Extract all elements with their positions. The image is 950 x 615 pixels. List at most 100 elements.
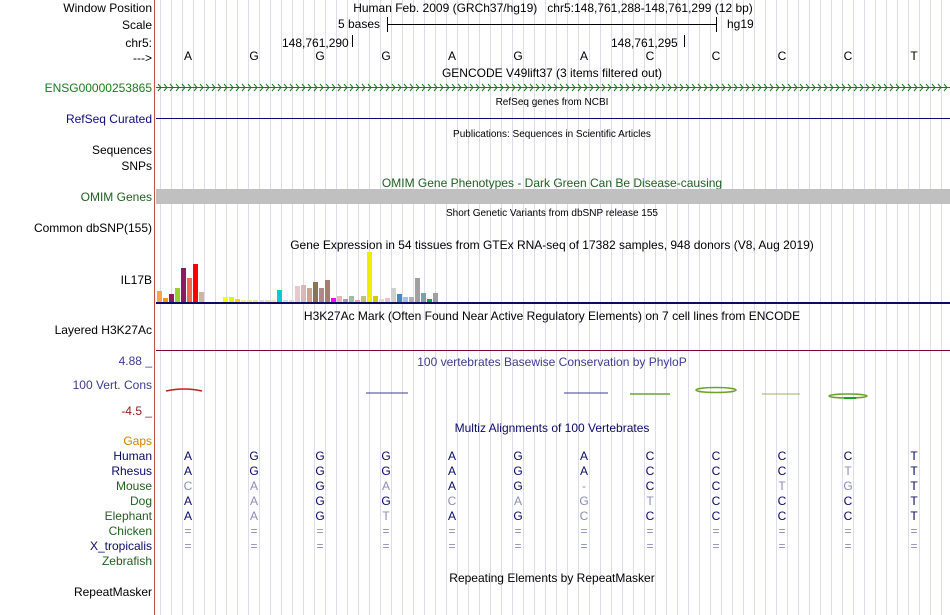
gtex-tissue-bar[interactable] (427, 299, 432, 302)
gtex-tissue-bar[interactable] (397, 294, 402, 302)
phylop-track-title[interactable]: 100 vertebrates Basewise Conservation by… (417, 355, 687, 369)
gtex-tissue-bar[interactable] (421, 293, 426, 302)
gencode-gene-line[interactable] (156, 81, 950, 94)
gtex-tissue-bar[interactable] (403, 297, 408, 302)
aligned-base: G (579, 494, 589, 508)
gtex-tissue-bar[interactable] (289, 300, 294, 302)
gtex-tissue-bar[interactable] (223, 297, 228, 302)
aligned-base: T (844, 464, 852, 478)
multiz-gaps-label[interactable]: Gaps (123, 434, 152, 448)
gtex-tissue-bar[interactable] (331, 298, 336, 302)
gtex-tissue-bar[interactable] (313, 282, 318, 302)
omim-track-title[interactable]: OMIM Gene Phenotypes - Dark Green Can Be… (381, 176, 723, 190)
phylop-min-label: -4.5 _ (121, 404, 152, 418)
aligned-base: A (447, 449, 457, 463)
gtex-tissue-bar[interactable] (229, 297, 234, 302)
gencode-track-title[interactable]: GENCODE V49lift37 (3 items filtered out) (441, 66, 663, 80)
gtex-tissue-bar[interactable] (253, 300, 258, 302)
refseq-gene-line[interactable] (156, 118, 950, 119)
aligned-base: = (580, 524, 588, 538)
gtex-tissue-bar[interactable] (409, 297, 414, 302)
gtex-tissue-bar[interactable] (175, 288, 180, 302)
aligned-base: = (646, 524, 654, 538)
dbsnp-track-label[interactable]: Common dbSNP(155) (33, 221, 152, 235)
gtex-tissue-bar[interactable] (301, 285, 306, 302)
species-label[interactable]: Mouse (115, 479, 152, 493)
aligned-base: C (843, 494, 853, 508)
gtex-tissue-bar[interactable] (277, 290, 282, 302)
species-label[interactable]: Chicken (108, 524, 152, 538)
repeatmasker-track-title[interactable]: Repeating Elements by RepeatMasker (449, 571, 655, 585)
gtex-tissue-bar[interactable] (355, 300, 360, 302)
gencode-track-label[interactable]: ENSG00000253865 (44, 81, 152, 95)
species-label[interactable]: Elephant (104, 509, 152, 523)
omim-feature-bar[interactable] (156, 189, 950, 204)
aligned-base: - (582, 479, 586, 493)
gtex-tissue-bar[interactable] (163, 298, 168, 302)
repeatmasker-track-label[interactable]: RepeatMasker (73, 585, 152, 599)
aligned-base: = (382, 524, 390, 538)
refseq-track-title[interactable]: RefSeq genes from NCBI (495, 97, 609, 108)
aligned-base: = (844, 539, 852, 553)
gtex-tissue-bar[interactable] (187, 278, 192, 302)
gtex-tissue-bar[interactable] (415, 278, 420, 302)
omim-track-label[interactable]: OMIM Genes (80, 190, 152, 204)
gtex-tissue-bar[interactable] (265, 300, 270, 302)
strand-label: ---> (133, 51, 152, 65)
gtex-tissue-bar[interactable] (379, 299, 384, 302)
scale-bar (387, 17, 717, 32)
gtex-tissue-bar[interactable] (235, 299, 240, 302)
base-letter: C (711, 49, 721, 63)
gtex-track-title[interactable]: Gene Expression in 54 tissues from GTEx … (290, 238, 814, 252)
gtex-tissue-bar[interactable] (181, 268, 186, 302)
dbsnp-track-title[interactable]: Short Genetic Variants from dbSNP releas… (446, 208, 658, 219)
h3k27ac-baseline[interactable] (156, 350, 950, 351)
gtex-tissue-bar[interactable] (343, 299, 348, 302)
aligned-base: A (513, 494, 523, 508)
aligned-base: C (645, 464, 655, 478)
gtex-tissue-bar[interactable] (241, 300, 246, 302)
species-label[interactable]: Rhesus (111, 464, 152, 478)
refseq-track-label[interactable]: RefSeq Curated (65, 112, 152, 126)
gtex-tissue-bar[interactable] (157, 291, 162, 302)
gtex-gene-line[interactable] (156, 302, 950, 304)
gtex-tissue-bar[interactable] (373, 296, 378, 302)
gtex-tissue-bar[interactable] (361, 296, 366, 302)
gtex-tissue-bar[interactable] (349, 296, 354, 302)
publications-track-title[interactable]: Publications: Sequences in Scientific Ar… (453, 129, 651, 140)
gtex-tissue-bar[interactable] (385, 298, 390, 302)
gtex-tissue-bar[interactable] (247, 300, 252, 302)
gtex-tissue-bar[interactable] (433, 293, 438, 302)
gtex-tissue-bar[interactable] (337, 296, 342, 302)
gtex-tissue-bar[interactable] (295, 286, 300, 302)
phylop-signal[interactable] (156, 382, 950, 402)
h3k27ac-track-label[interactable]: Layered H3K27Ac (54, 323, 152, 337)
species-label[interactable]: Human (113, 449, 152, 463)
gtex-tissue-bar[interactable] (307, 288, 312, 302)
gtex-tissue-bar[interactable] (319, 288, 324, 302)
snps-track-label[interactable]: SNPs (121, 159, 152, 173)
gtex-tissue-bar[interactable] (391, 288, 396, 302)
gtex-bar-chart[interactable] (156, 252, 556, 302)
multiz-track-title[interactable]: Multiz Alignments of 100 Vertebrates (454, 421, 650, 435)
aligned-base: = (448, 539, 456, 553)
gtex-tissue-bar[interactable] (367, 252, 372, 302)
phylop-track-label[interactable]: 100 Vert. Cons (72, 378, 152, 392)
gtex-tissue-bar[interactable] (259, 300, 264, 302)
gtex-tissue-bar[interactable] (325, 280, 330, 302)
aligned-base: C (843, 509, 853, 523)
scale-label: Scale (121, 18, 152, 32)
gtex-track-label[interactable]: IL17B (120, 273, 152, 287)
gtex-tissue-bar[interactable] (283, 300, 288, 302)
sequences-track-label[interactable]: Sequences (91, 143, 152, 157)
h3k27ac-track-title[interactable]: H3K27Ac Mark (Often Found Near Active Re… (303, 309, 801, 323)
gtex-tissue-bar[interactable] (199, 292, 204, 302)
species-label[interactable]: X_tropicalis (89, 539, 152, 553)
gtex-tissue-bar[interactable] (271, 300, 276, 302)
gtex-tissue-bar[interactable] (193, 264, 198, 302)
gtex-tissue-bar[interactable] (169, 294, 174, 302)
aligned-base: A (579, 464, 589, 478)
species-label[interactable]: Zebrafish (101, 554, 152, 568)
species-label[interactable]: Dog (129, 494, 152, 508)
